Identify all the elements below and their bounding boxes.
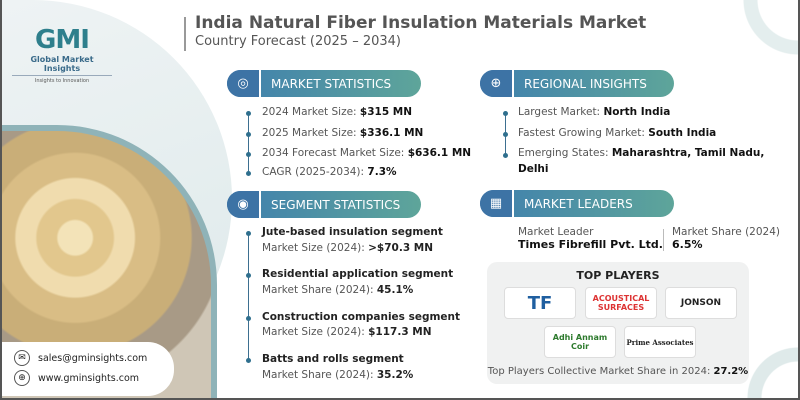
gmi-logo: GMI Global Market Insights Insights to I… [12, 25, 112, 84]
segment-value: Market Size (2024): $117.3 MN [262, 326, 432, 338]
segment-name: Jute-based insulation segment [262, 226, 443, 238]
section-heading: MARKET STATISTICS [271, 76, 392, 91]
leader-name: Times Fibrefill Pvt. Ltd. [518, 238, 663, 251]
leader-share-label: Market Share (2024) [672, 226, 780, 238]
segment-name: Batts and rolls segment [262, 353, 404, 365]
section-heading: MARKET LEADERS [524, 196, 633, 211]
leader-label: Market Leader [518, 226, 594, 238]
leader-share: 6.5% [672, 238, 703, 251]
decorative-ring [728, 0, 798, 70]
market-statistics-header: ◎ MARKET STATISTICS [227, 70, 421, 97]
largest-market: Largest Market: North India [518, 106, 671, 118]
bullet [246, 111, 251, 116]
timeline-line [248, 233, 249, 361]
segment-value: Market Size (2024): >$70.3 MN [262, 242, 434, 254]
bullet [246, 171, 251, 176]
globe-chart-icon: ◎ [227, 70, 261, 97]
stat-2025-size: 2025 Market Size: $336.1 MN [262, 127, 424, 139]
segment-name: Residential application segment [262, 268, 454, 280]
stat-cagr: CAGR (2025-2034): 7.3% [262, 166, 397, 178]
logo-acoustical-surfaces: ACOUSTICAL SURFACES [585, 287, 657, 319]
section-heading: SEGMENT STATISTICS [271, 197, 401, 212]
target-chart-icon: ◉ [227, 191, 261, 218]
emerging-states-cont: Delhi [518, 163, 549, 175]
top-players-heading: TOP PLAYERS [576, 269, 660, 282]
globe-icon: ⊕ [480, 70, 514, 97]
bullet [503, 111, 508, 116]
bullet [503, 153, 508, 158]
bullet [246, 358, 251, 363]
stat-2024-size: 2024 Market Size: $315 MN [262, 106, 413, 118]
logo-name: Global Market Insights [30, 55, 94, 73]
top-players-panel: TOP PLAYERS TF ACOUSTICAL SURFACES JONSO… [487, 262, 749, 384]
market-leaders-header: ▦ MARKET LEADERS [480, 190, 674, 217]
logo-times-fibrefill: TF [504, 287, 576, 319]
fastest-growing-market: Fastest Growing Market: South India [518, 127, 717, 139]
logo-tagline: Insights to Innovation [12, 75, 112, 84]
top-players-share: Top Players Collective Market Share in 2… [487, 366, 749, 377]
logo-mark: GMI [35, 25, 90, 55]
bullet [246, 273, 251, 278]
contact-panel: ✉ sales@gminsights.com ⊕ www.gminsights.co… [2, 342, 174, 396]
segment-name: Construction companies segment [262, 311, 461, 323]
logo-jonson: JONSON [665, 287, 737, 319]
leader-chart-icon: ▦ [480, 190, 514, 217]
logo-adhi-annam-coir: Adhi Annam Coir [544, 326, 616, 358]
title-divider [184, 17, 186, 51]
timeline-line [248, 113, 249, 173]
globe-icon: ⊕ [14, 370, 30, 386]
email-link[interactable]: ✉ sales@gminsights.com [14, 350, 147, 366]
leader-divider [663, 229, 664, 251]
bullet [246, 152, 251, 157]
section-heading: REGIONAL INSIGHTS [524, 76, 647, 91]
bullet [246, 132, 251, 137]
regional-insights-header: ⊕ REGIONAL INSIGHTS [480, 70, 674, 97]
logo-prime-associates: Prime Associates [624, 326, 696, 358]
bullet [503, 132, 508, 137]
bullet [246, 316, 251, 321]
website-link[interactable]: ⊕ www.gminsights.com [14, 370, 139, 386]
stat-2034-forecast: 2034 Forecast Market Size: $636.1 MN [262, 147, 472, 159]
page-title: India Natural Fiber Insulation Materials… [195, 13, 647, 33]
segment-statistics-header: ◉ SEGMENT STATISTICS [227, 191, 421, 218]
emerging-states: Emerging States: Maharashtra, Tamil Nadu… [518, 147, 765, 159]
page-subtitle: Country Forecast (2025 – 2034) [195, 34, 401, 49]
segment-value: Market Share (2024): 35.2% [262, 369, 414, 381]
mail-icon: ✉ [14, 350, 30, 366]
segment-value: Market Share (2024): 45.1% [262, 284, 414, 296]
bullet [246, 231, 251, 236]
